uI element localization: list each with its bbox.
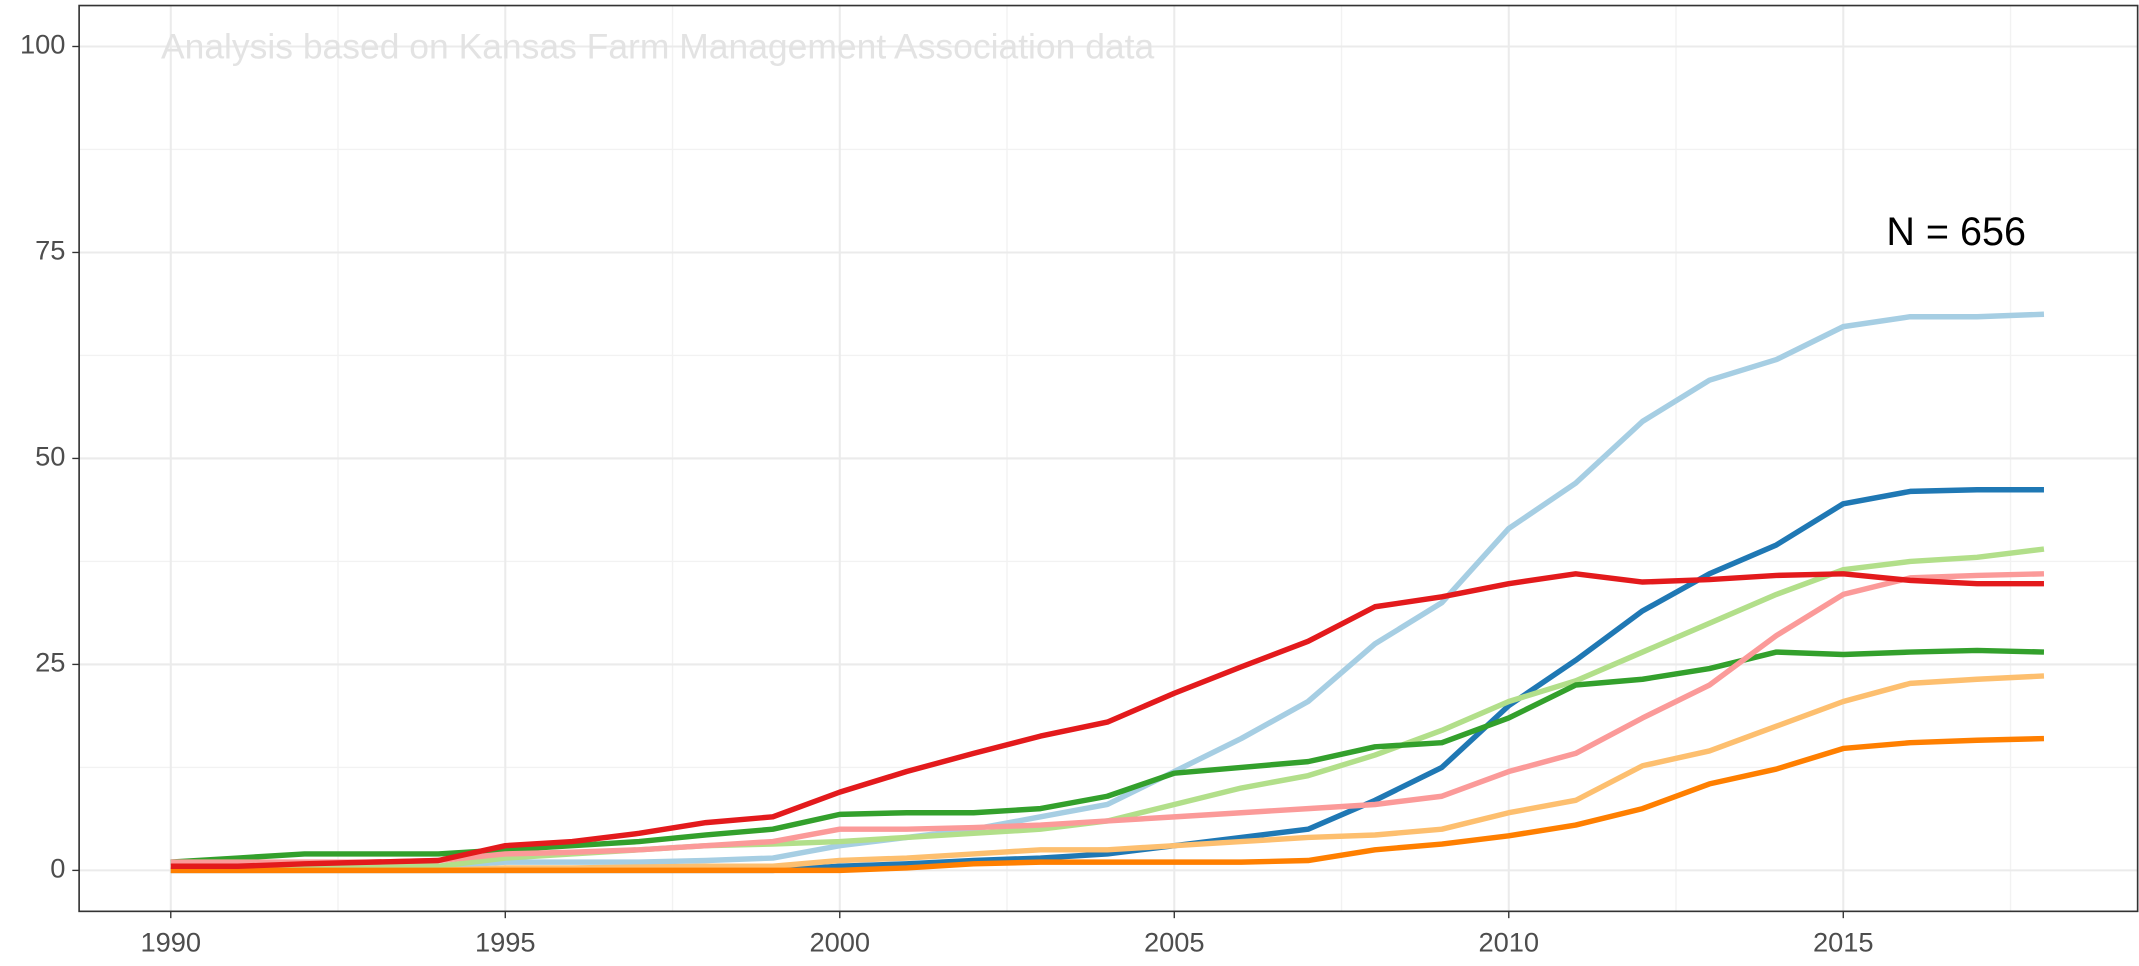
y-tick-label: 0 [50,853,65,884]
panel-border [78,4,2139,913]
y-tick-label: 25 [35,647,65,678]
x-tick-label: 1995 [475,926,536,957]
series-line [170,647,2045,865]
y-tick-label: 50 [35,441,65,472]
annotation: N = 656 [1886,210,2026,254]
x-tick-label: 1990 [140,926,201,957]
series-line [170,735,2045,874]
series-line [170,571,2044,870]
x-tick-label: 2010 [1478,926,1539,957]
x-tick-label: 2000 [809,926,870,957]
watermark: Analysis based on Kansas Farm Management… [161,27,1155,67]
series-line [170,571,2045,865]
series-line [170,487,2044,874]
y-tick-label: 75 [35,235,65,266]
y-tick-label: 100 [20,29,66,60]
x-tick-label: 2005 [1144,926,1205,957]
x-tick-label: 2015 [1813,926,1874,957]
series-line [170,311,2045,870]
